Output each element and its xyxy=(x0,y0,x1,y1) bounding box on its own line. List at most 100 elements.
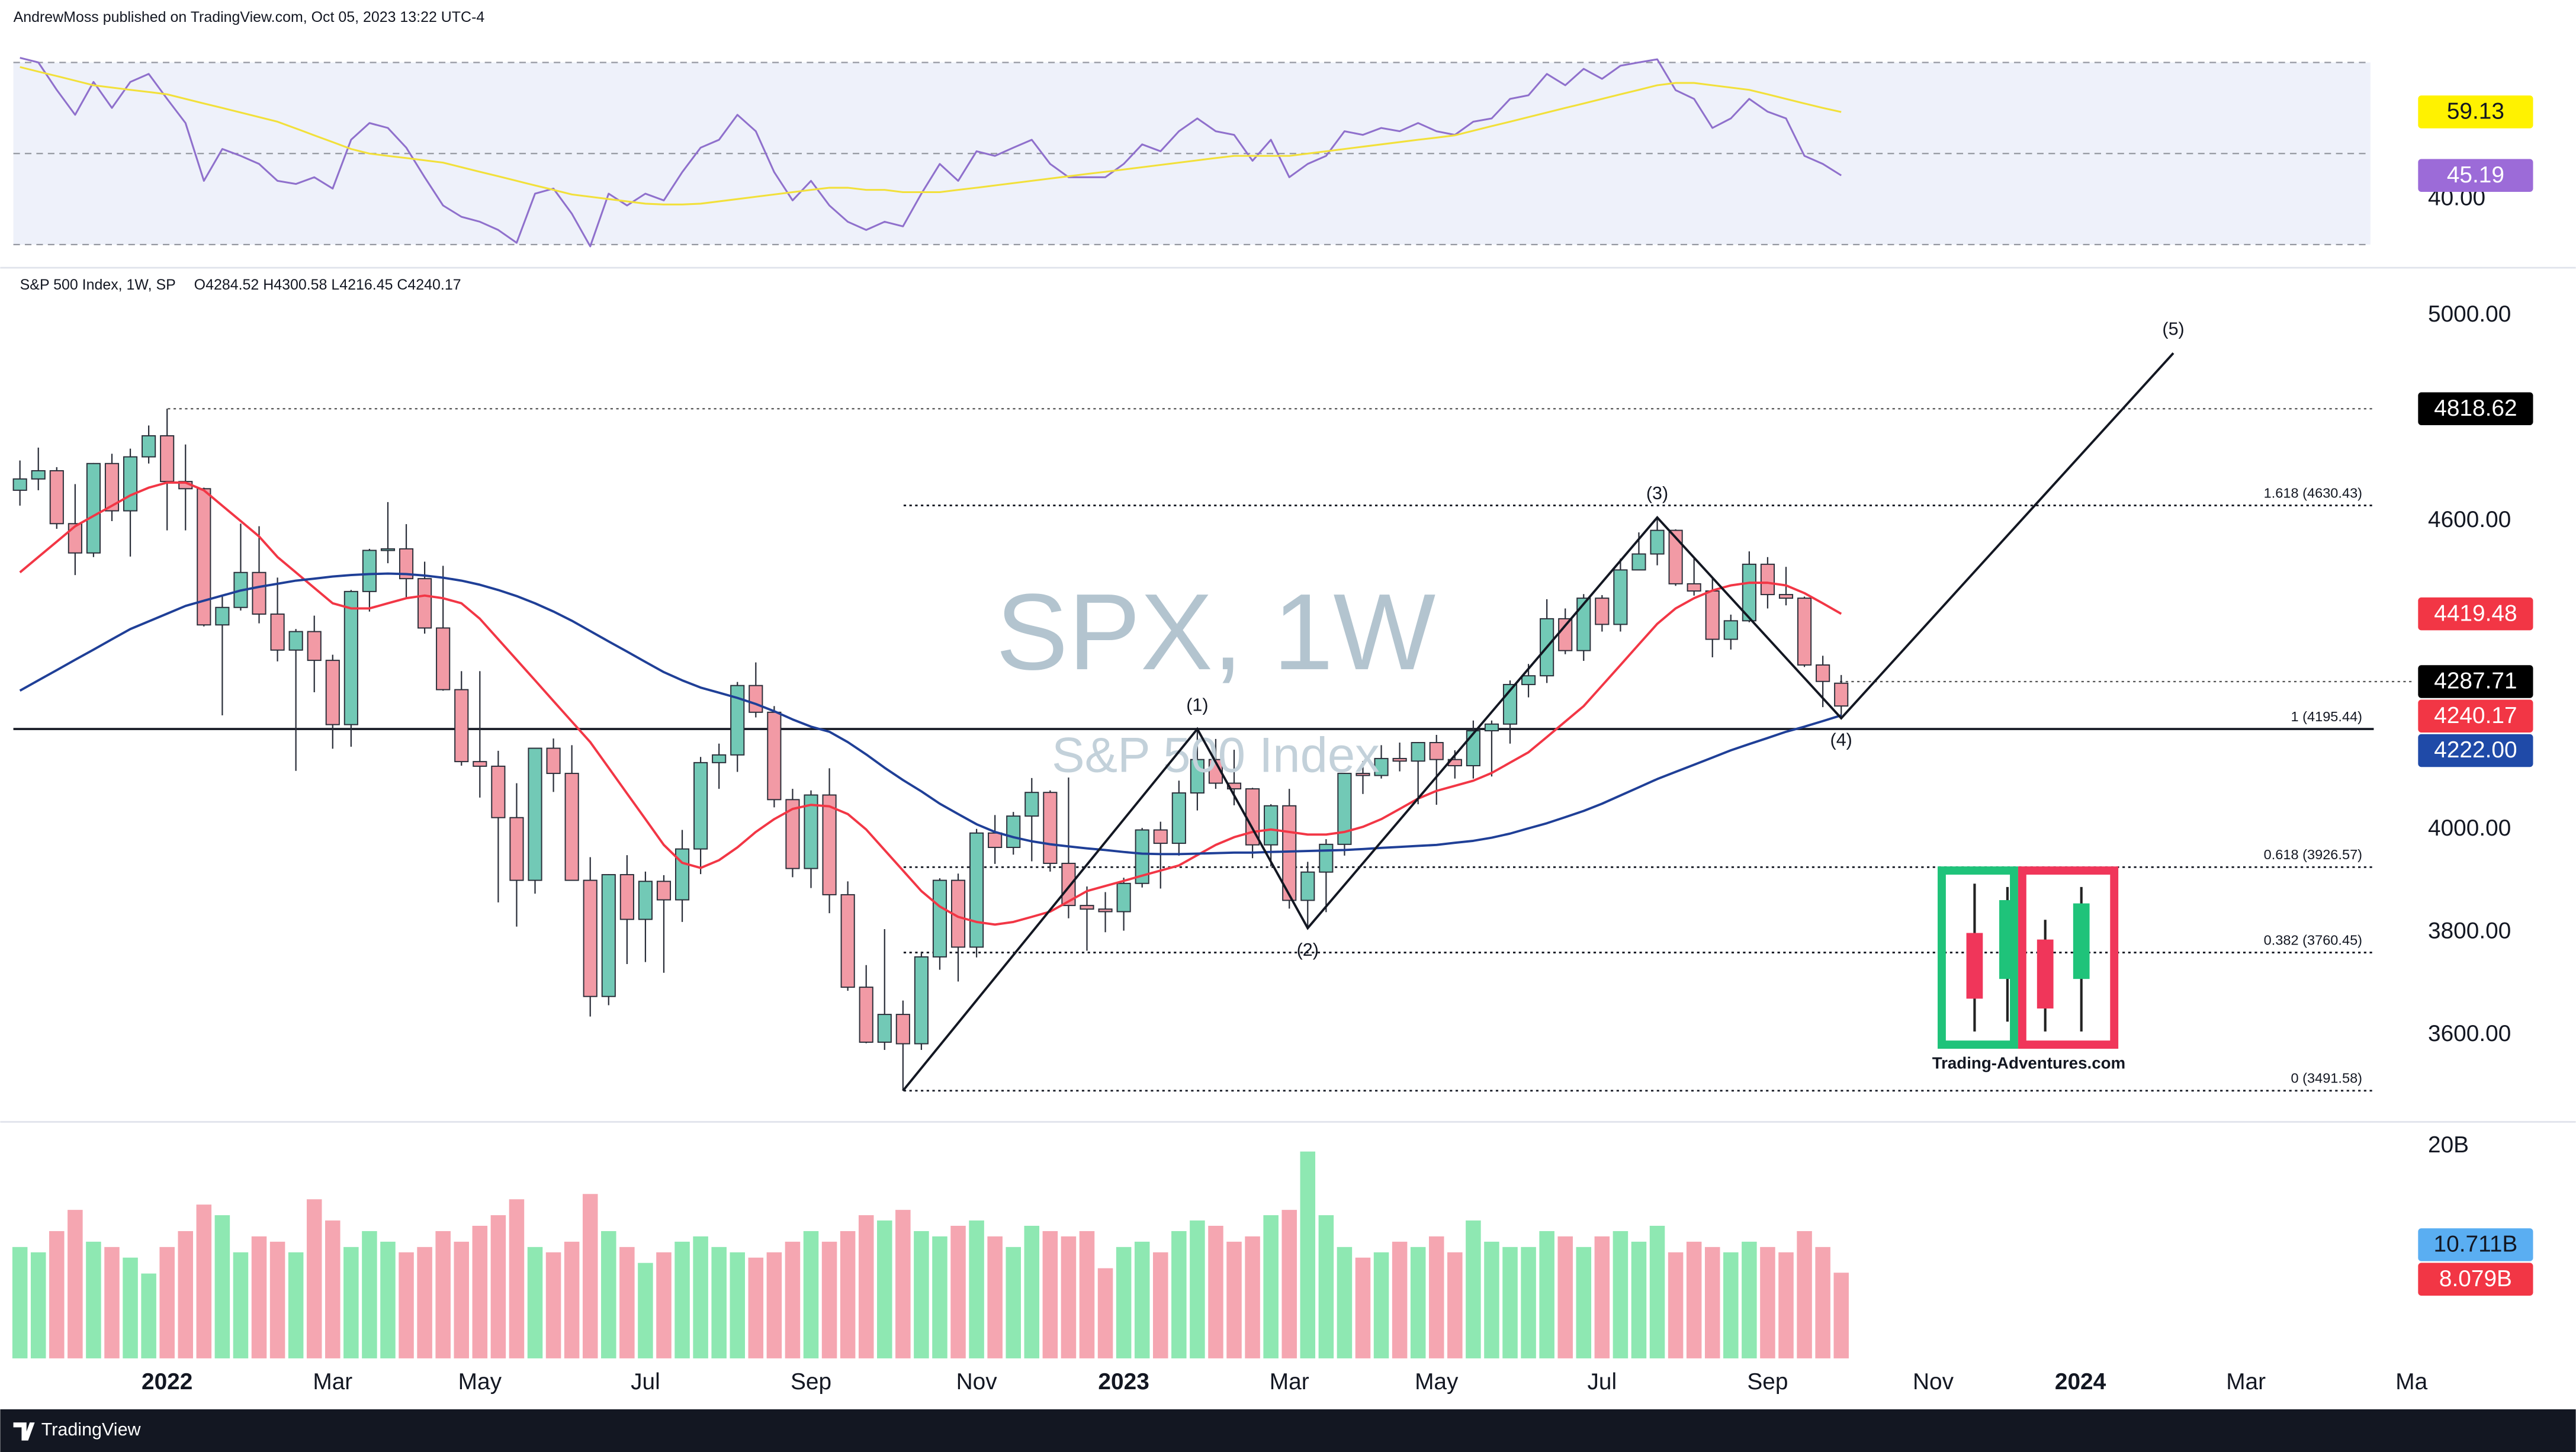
rsi-line xyxy=(20,57,1842,248)
volume-bar xyxy=(1539,1231,1554,1358)
candle-body xyxy=(1300,871,1315,901)
candle-body xyxy=(1723,620,1738,640)
candle-body xyxy=(693,762,708,850)
volume-bar xyxy=(785,1241,801,1358)
candle-body xyxy=(895,1014,910,1045)
volume-bar xyxy=(1171,1231,1187,1358)
y-tick-label: 5000.00 xyxy=(2428,301,2511,327)
volume-bar xyxy=(343,1247,359,1358)
volume-bar xyxy=(159,1247,175,1358)
logo-candle xyxy=(2037,939,2054,1009)
volume-bar xyxy=(564,1241,580,1358)
volume-bar xyxy=(1006,1247,1021,1358)
candle-body xyxy=(160,435,175,483)
volume-bar xyxy=(12,1247,28,1358)
candle-body xyxy=(712,754,727,763)
volume-bar xyxy=(1723,1252,1739,1358)
volume-bar xyxy=(196,1204,212,1358)
candle-body xyxy=(1576,597,1591,651)
candle-body xyxy=(859,987,873,1043)
x-tick-label: Ma xyxy=(2395,1369,2427,1395)
candle-body xyxy=(1705,590,1720,640)
candle-body xyxy=(914,956,929,1045)
volume-bar xyxy=(821,1241,837,1358)
candle-body xyxy=(142,435,156,458)
candle-body xyxy=(1521,675,1536,685)
wave-path xyxy=(902,352,2174,1092)
candle-body xyxy=(1797,597,1812,666)
volume-bar xyxy=(1134,1241,1150,1358)
volume-bar xyxy=(1521,1247,1536,1358)
volume-bar xyxy=(1686,1241,1702,1358)
volume-bar xyxy=(674,1241,690,1358)
volume-bar xyxy=(1631,1241,1647,1358)
volume-bar xyxy=(1447,1252,1463,1358)
logo-candle xyxy=(2073,903,2090,979)
candle-body xyxy=(1687,583,1701,592)
volume-bar xyxy=(1152,1252,1168,1358)
x-tick-label: May xyxy=(1415,1369,1459,1395)
volume-bar xyxy=(49,1231,65,1358)
candle-body xyxy=(1098,908,1113,913)
fib-label: 0.618 (3926.57) xyxy=(2264,847,2362,862)
candle-body xyxy=(1778,594,1794,599)
fib-label: 1 (4195.44) xyxy=(2291,709,2363,724)
volume-bar xyxy=(1778,1252,1794,1358)
price-tag xyxy=(2418,1263,2533,1296)
volume-bar xyxy=(123,1257,138,1358)
price-tag xyxy=(2418,665,2533,698)
volume-bar xyxy=(1355,1257,1371,1358)
candle-body xyxy=(619,874,634,920)
fib-label: 1.618 (4630.43) xyxy=(2264,485,2362,500)
y-tick-label: 3600.00 xyxy=(2428,1021,2511,1046)
volume-bar xyxy=(1245,1236,1260,1358)
candle-body xyxy=(473,761,487,767)
price-tag-label: 45.19 xyxy=(2447,162,2504,188)
candle-body xyxy=(932,879,947,958)
volume-bar xyxy=(362,1231,377,1358)
candle-body xyxy=(197,488,211,626)
candle-body xyxy=(307,631,322,661)
candle-body xyxy=(601,874,616,997)
candle-body xyxy=(1208,759,1223,784)
candle-body xyxy=(1631,553,1646,571)
y-tick-label: 4600.00 xyxy=(2428,507,2511,532)
candle-body xyxy=(1337,773,1352,845)
x-tick-label: May xyxy=(458,1369,502,1395)
x-tick-label: Jul xyxy=(631,1369,660,1395)
candle-body xyxy=(1319,843,1334,873)
candle-body xyxy=(1080,905,1094,910)
candle-body xyxy=(1834,682,1849,707)
candle-body xyxy=(1613,569,1628,625)
volume-bar xyxy=(214,1215,230,1358)
candle-body xyxy=(1392,757,1407,762)
volume-bar xyxy=(748,1257,764,1358)
volume-bar xyxy=(104,1247,120,1358)
price-tag xyxy=(2418,95,2533,129)
candle-body xyxy=(1760,563,1775,596)
volume-bar xyxy=(1833,1273,1849,1358)
candle-body xyxy=(436,627,451,690)
volume-bar xyxy=(490,1215,506,1358)
volume-bar xyxy=(233,1252,249,1358)
volume-bar xyxy=(1410,1247,1426,1358)
candle-body xyxy=(1043,792,1058,864)
volume-tick-label: 20B xyxy=(2428,1132,2469,1158)
x-tick-label: 2022 xyxy=(142,1369,192,1395)
candle-body xyxy=(1558,618,1573,651)
volume-bar xyxy=(178,1231,194,1358)
legend-title: S&P 500 Index, 1W, SP xyxy=(20,277,176,293)
price-tag xyxy=(2418,159,2533,192)
logo-text: Trading-Adventures.com xyxy=(1932,1054,2126,1072)
x-tick-label: Mar xyxy=(2226,1369,2266,1395)
plot-layer: 40.005000.004600.004000.003800.003600.00… xyxy=(12,57,2511,1395)
volume-bar xyxy=(472,1226,488,1358)
volume-bar xyxy=(1428,1236,1444,1358)
footer-brand: TradingView xyxy=(41,1419,142,1440)
candle-body xyxy=(215,606,230,626)
volume-bar xyxy=(1097,1268,1113,1358)
candle-body xyxy=(1006,815,1021,849)
volume-bar xyxy=(840,1231,856,1358)
x-tick-label: 2024 xyxy=(2055,1369,2106,1395)
